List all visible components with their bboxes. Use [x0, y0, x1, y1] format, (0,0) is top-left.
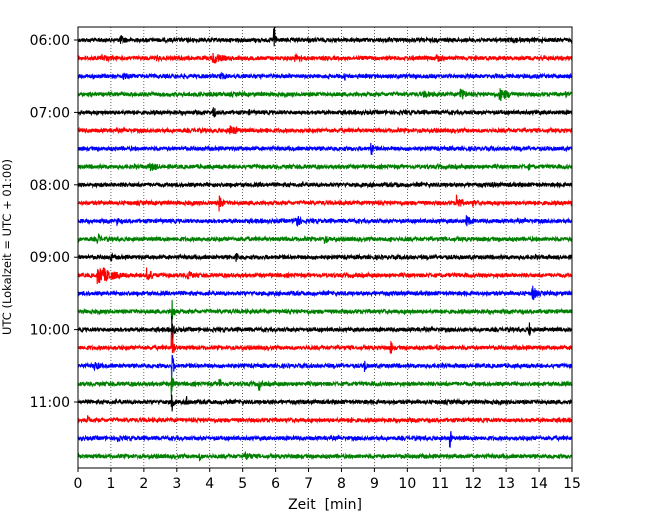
seismogram-trace [77, 394, 573, 412]
seismogram-trace [77, 299, 573, 322]
seismogram-trace [77, 252, 573, 262]
y-tick-label: 08:00 [30, 178, 70, 194]
x-tick-label: 1 [106, 476, 115, 492]
seismogram-trace [77, 285, 573, 301]
x-tick-label: 10 [398, 476, 416, 492]
seismogram-trace [77, 162, 573, 172]
x-tick-label: 13 [497, 476, 515, 492]
y-axis-label: UTC (Lokalzeit = UTC + 01:00) [0, 159, 14, 335]
x-tick-label: 6 [271, 476, 280, 492]
seismogram-trace [77, 215, 573, 228]
seismogram-trace [77, 331, 573, 354]
y-tick-label: 11:00 [30, 395, 70, 411]
seismogram-trace [77, 415, 573, 425]
seismogram-trace [77, 27, 573, 47]
x-tick-label: 14 [530, 476, 548, 492]
x-axis-label: Zeit [min] [288, 497, 362, 513]
x-tick-label: 15 [563, 476, 581, 492]
seismogram-trace [77, 266, 573, 284]
plot-frame [77, 26, 573, 469]
x-tick-label: 7 [304, 476, 313, 492]
x-tick-label: 3 [172, 476, 181, 492]
seismogram-trace [77, 180, 573, 189]
seismogram-trace [77, 315, 573, 341]
seismogram-trace [77, 142, 573, 156]
seismogram-trace [77, 451, 573, 462]
seismogram-trace [77, 354, 573, 379]
seismogram-trace [77, 368, 573, 397]
seismogram-trace [77, 107, 573, 118]
seismogram-trace [77, 125, 573, 135]
seismogram-trace [77, 233, 573, 244]
y-tick-label: 09:00 [30, 250, 70, 266]
trace-group [77, 27, 573, 462]
x-tick-label: 8 [337, 476, 346, 492]
y-tick-label: 10:00 [30, 323, 70, 339]
x-tick-label: 9 [370, 476, 379, 492]
x-tick-label: 0 [74, 476, 83, 492]
seismogram-trace [77, 52, 573, 64]
x-tick-label: 4 [205, 476, 214, 492]
seismogram-trace [77, 430, 573, 448]
x-tick-label: 11 [431, 476, 449, 492]
x-tick-label: 5 [238, 476, 247, 492]
x-axis-ticks: 0 1 2 3 4 5 6 7 8 9 10 11 12 13 14 15 [74, 468, 581, 492]
x-tick-label: 2 [139, 476, 148, 492]
seismogram-trace [77, 88, 573, 102]
y-axis-ticks: 06:00 07:00 08:00 09:00 10:00 11:00 [30, 33, 78, 411]
y-tick-label: 07:00 [30, 105, 70, 121]
seismogram-trace [77, 71, 573, 81]
seismogram-trace [77, 193, 573, 212]
y-tick-label: 06:00 [30, 33, 70, 49]
x-tick-label: 12 [464, 476, 482, 492]
